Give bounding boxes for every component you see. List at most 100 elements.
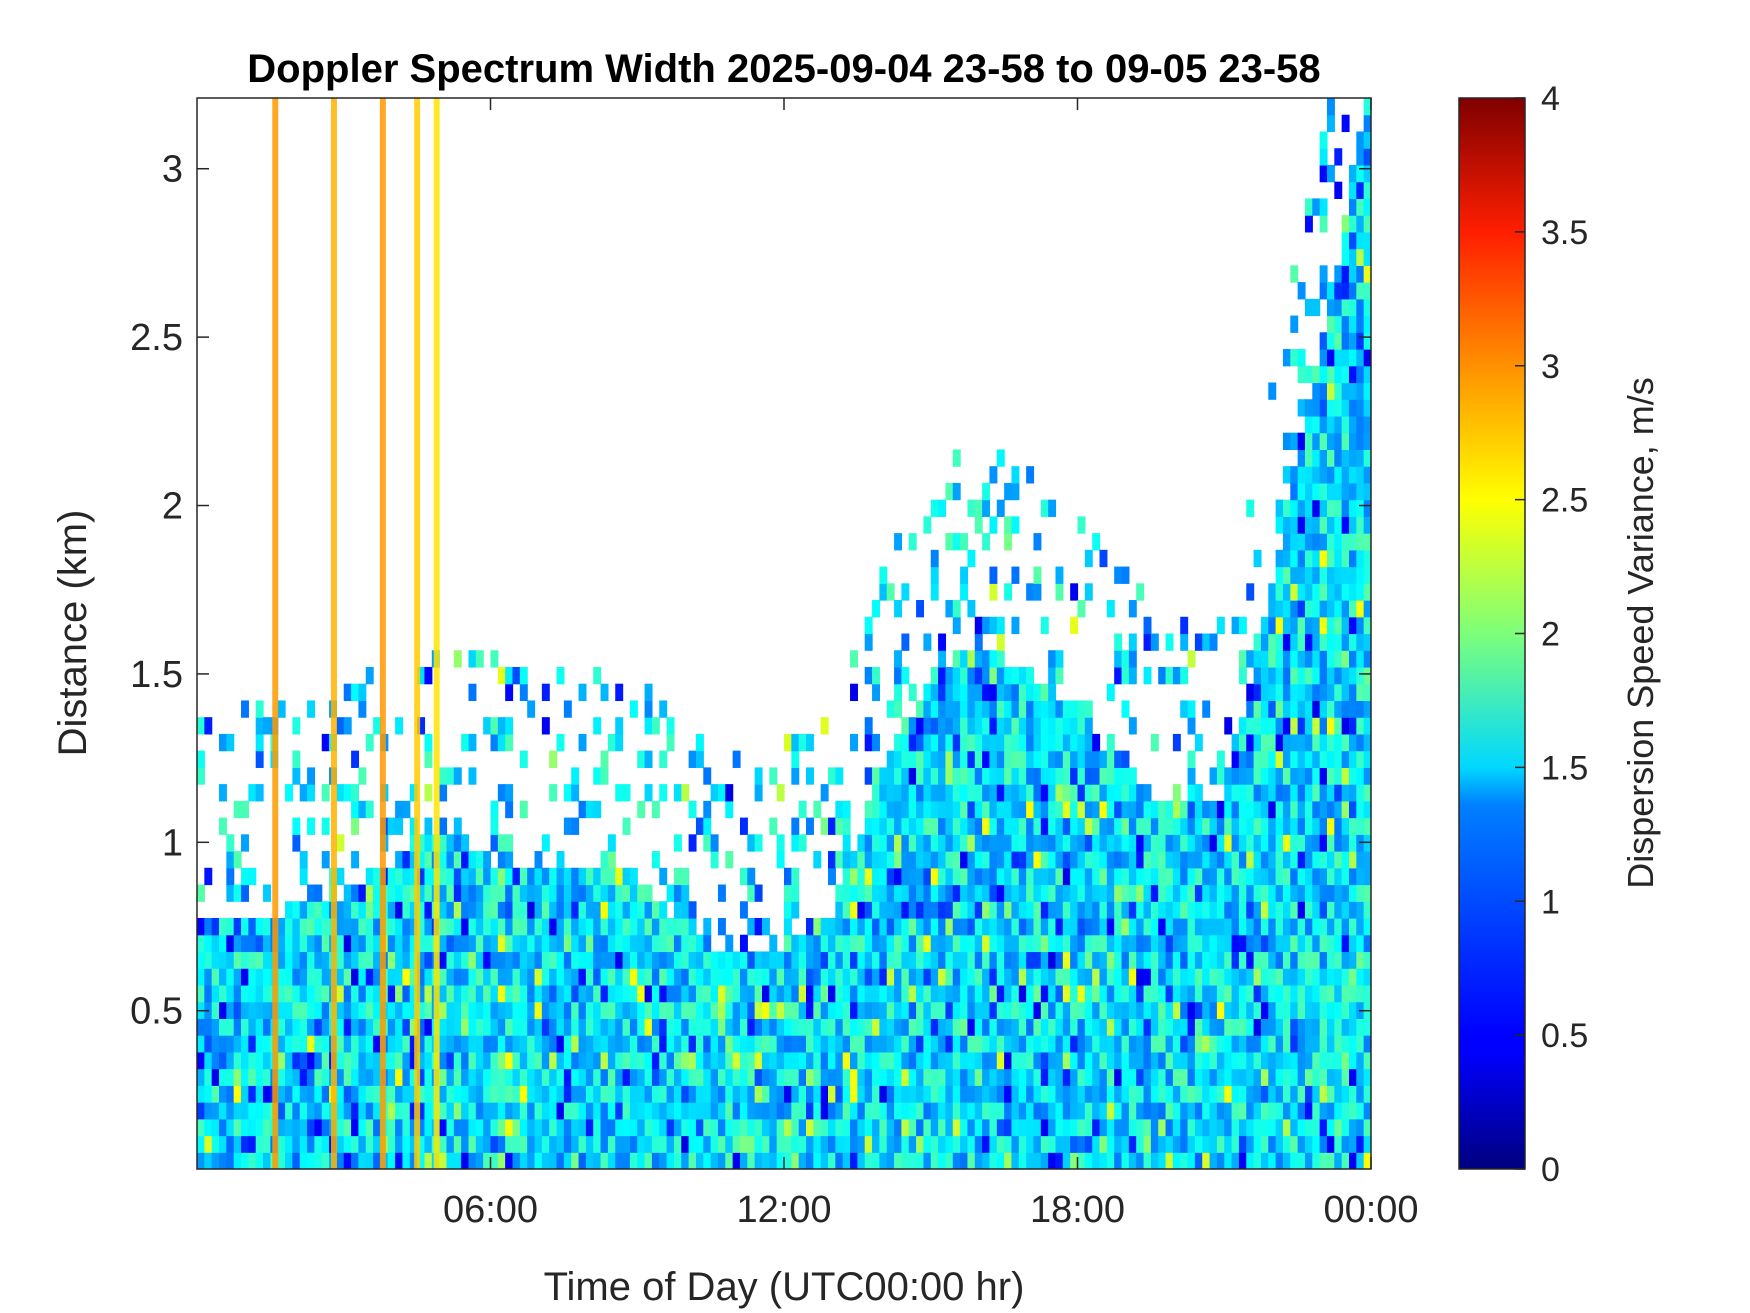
heatmap-cell (798, 1135, 807, 1153)
heatmap-cell (1092, 1068, 1101, 1086)
heatmap-cell (255, 1135, 264, 1153)
heatmap-cell (857, 968, 866, 986)
heatmap-cell (813, 1035, 822, 1053)
heatmap-cell (1084, 1018, 1093, 1036)
heatmap-cell (725, 1102, 734, 1120)
heatmap-cell (1026, 1135, 1035, 1153)
heatmap-cell (1114, 1018, 1123, 1036)
heatmap-cell (960, 1051, 969, 1070)
heatmap-cell (1363, 248, 1371, 266)
heatmap-cell (1209, 984, 1218, 1003)
heatmap-cell (886, 917, 895, 936)
heatmap-cell (989, 917, 998, 936)
heatmap-cell (1363, 1135, 1371, 1153)
heatmap-cell (549, 901, 558, 919)
heatmap-cell (1048, 1118, 1057, 1137)
heatmap-cell (387, 1035, 396, 1053)
heatmap-cell (710, 984, 719, 1003)
heatmap-cell (681, 1118, 690, 1137)
heatmap-cell (989, 968, 998, 986)
heatmap-cell (358, 1135, 367, 1153)
heatmap-cell (1319, 516, 1328, 534)
heatmap-cell (1319, 382, 1328, 400)
heatmap-cell (725, 1118, 734, 1137)
heatmap-cell (241, 1152, 249, 1169)
heatmap-cell (255, 934, 264, 953)
heatmap-cell (365, 1051, 374, 1070)
heatmap-cell (321, 934, 330, 953)
heatmap-cell (1356, 349, 1365, 367)
heatmap-cell (945, 1135, 954, 1153)
heatmap-cell (1150, 1001, 1159, 1019)
heatmap-cell (1246, 968, 1255, 986)
heatmap-cell (490, 901, 499, 919)
heatmap-cell (1165, 1085, 1174, 1103)
heatmap-cell (600, 867, 609, 886)
heatmap-cell (776, 1085, 785, 1103)
heatmap-cell (307, 1001, 315, 1019)
heatmap-cell (629, 934, 638, 953)
heatmap-cell (505, 917, 514, 936)
heatmap-cell (321, 851, 330, 869)
heatmap-cell (930, 834, 939, 852)
heatmap-cell (490, 1035, 499, 1053)
heatmap-cell (1099, 901, 1108, 919)
heatmap-cell (879, 817, 888, 835)
heatmap-cell (314, 984, 323, 1003)
heatmap-cell (1128, 834, 1137, 852)
heatmap-cell (1282, 516, 1291, 534)
heatmap-cell (1319, 131, 1328, 149)
heatmap-cell (439, 1018, 448, 1036)
heatmap-cell (850, 968, 858, 986)
heatmap-cell (1246, 650, 1255, 668)
x-tick-label: 12:00 (736, 1189, 831, 1231)
heatmap-cell (512, 1085, 521, 1103)
heatmap-cell (1304, 666, 1313, 685)
heatmap-cell (717, 968, 726, 986)
heatmap-cell (336, 1118, 345, 1137)
heatmap-cell (1187, 717, 1196, 735)
heatmap-cell (424, 834, 433, 852)
heatmap-cell (703, 917, 712, 936)
heatmap-cell (1187, 934, 1196, 953)
heatmap-cell (629, 1135, 638, 1153)
heatmap-cell (1356, 1018, 1365, 1036)
heatmap-cell (607, 1118, 616, 1137)
heatmap-cell (916, 1018, 925, 1036)
heatmap-cell (967, 650, 976, 668)
heatmap-cell (556, 1102, 565, 1120)
heatmap-cell (894, 700, 902, 718)
heatmap-cell (1048, 700, 1057, 718)
heatmap-cell (806, 1085, 814, 1103)
heatmap-cell (387, 1068, 396, 1086)
heatmap-cell (563, 700, 572, 718)
heatmap-cell (321, 784, 330, 802)
heatmap-cell (1363, 984, 1371, 1003)
heatmap-cell (263, 1152, 271, 1169)
heatmap-cell (974, 851, 983, 869)
heatmap-cell (703, 984, 712, 1003)
heatmap-cell (1106, 917, 1115, 936)
heatmap-cell (446, 1135, 455, 1153)
heatmap-cell (1356, 666, 1365, 685)
heatmap-cell (1319, 817, 1328, 835)
heatmap-cell (277, 700, 286, 718)
heatmap-cell (505, 1035, 514, 1053)
heatmap-cell (1121, 566, 1130, 584)
heatmap-cell (1136, 934, 1145, 953)
heatmap-cell (483, 1018, 492, 1036)
heatmap-cell (1194, 901, 1203, 919)
heatmap-cell (952, 1118, 961, 1137)
heatmap-cell (1275, 1102, 1284, 1120)
heatmap-cell (461, 1035, 470, 1053)
heatmap-cell (424, 867, 433, 886)
heatmap-cell (761, 968, 770, 986)
heatmap-cell (226, 1035, 235, 1053)
heatmap-cell (475, 1102, 484, 1120)
heatmap-cell (1312, 951, 1321, 969)
heatmap-cell (828, 1018, 836, 1036)
heatmap-cell (886, 767, 895, 785)
heatmap-cell (982, 834, 991, 852)
heatmap-cell (1062, 917, 1071, 936)
heatmap-cell (989, 1152, 998, 1169)
